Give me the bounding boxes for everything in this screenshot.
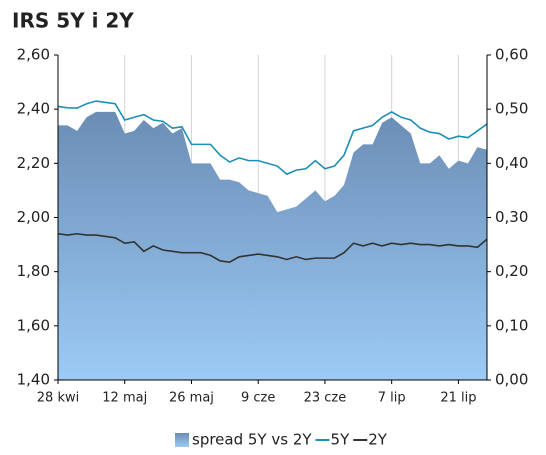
- x-tick-label: 28 kwi: [37, 391, 79, 406]
- y-tick-label: 1,80: [17, 262, 50, 280]
- y2-tick-label: 0,30: [495, 208, 528, 226]
- y-tick-label: 2,40: [17, 100, 50, 118]
- line-1: [57, 100, 488, 176]
- y-tick-label: 1,40: [17, 371, 50, 389]
- y-tick-label: 2,20: [17, 154, 50, 172]
- legend-label: 2Y: [368, 431, 388, 449]
- chart-title: IRS 5Y i 2Y: [12, 9, 134, 33]
- spread-area: [58, 111, 487, 380]
- x-tick-label: 12 maj: [102, 391, 147, 406]
- y2-tick-label: 0,10: [495, 316, 528, 334]
- legend-label: spread 5Y vs 2Y: [192, 431, 312, 449]
- y2-tick-label: 0,00: [495, 371, 528, 389]
- x-tick-label: 7 lip: [378, 391, 406, 406]
- x-tick-label: 26 maj: [169, 391, 214, 406]
- y2-tick-label: 0,20: [495, 262, 528, 280]
- legend-swatch: [175, 433, 189, 447]
- legend-label: 5Y: [331, 431, 351, 449]
- line-2: [57, 232, 488, 264]
- y-tick-label: 2,00: [17, 208, 50, 226]
- y-tick-label: 2,60: [17, 46, 50, 64]
- x-tick-label: 23 cze: [304, 391, 347, 406]
- x-tick-label: 9 cze: [241, 391, 275, 406]
- x-tick-label: 21 lip: [440, 391, 476, 406]
- y2-tick-label: 0,40: [495, 154, 528, 172]
- y2-tick-label: 0,50: [495, 100, 528, 118]
- y2-tick-label: 0,60: [495, 46, 528, 64]
- y-tick-label: 1,60: [17, 316, 50, 334]
